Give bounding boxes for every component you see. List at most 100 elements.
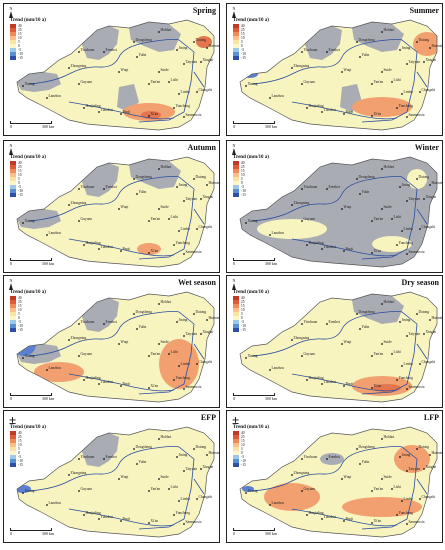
city-label: Huimin	[209, 44, 220, 48]
city-label: Yan'an	[374, 487, 384, 491]
city-label: Linfen	[181, 227, 191, 231]
city-label: Erenhot	[106, 320, 117, 324]
city-label: Jining	[402, 46, 411, 50]
legend-entry: 25	[10, 28, 46, 32]
city-marker	[98, 111, 100, 113]
city-marker	[136, 463, 138, 465]
city-marker	[423, 333, 425, 335]
north-symbol-icon: ±	[232, 412, 240, 427]
legend-value: 15	[18, 304, 22, 308]
legend-entry: -5	[233, 48, 269, 52]
legend-entry: 0	[233, 44, 269, 48]
legend-swatch	[10, 169, 16, 173]
city-marker	[301, 83, 303, 85]
legend-entry: 10	[233, 36, 269, 40]
legend-entry: 0	[233, 181, 269, 185]
north-label: N	[9, 143, 13, 148]
legend: Trend (mm/10 a) 40 25 15 10 5 0 -5 -10 -15	[10, 18, 46, 60]
city-marker	[158, 71, 160, 73]
city-label: Wuqi	[121, 205, 129, 209]
city-marker	[196, 228, 198, 230]
legend-value: 40	[18, 24, 22, 28]
legend-swatch	[10, 32, 16, 36]
legend-swatch	[10, 40, 16, 44]
legend-value: -5	[241, 320, 244, 324]
legend-swatch	[10, 56, 16, 60]
legend-swatch	[10, 455, 16, 459]
legend-swatch	[10, 52, 16, 56]
trend-region	[413, 32, 437, 56]
city-label: Guyuan	[304, 487, 316, 491]
city-label: Changzhi	[422, 225, 436, 229]
legend-value: 40	[18, 296, 22, 300]
legend-value: 25	[18, 435, 22, 439]
city-label: Zhongning	[294, 201, 310, 205]
city-marker	[178, 93, 180, 95]
legend-entry: 40	[233, 431, 269, 435]
city-label: Xi'an	[374, 112, 382, 116]
legend-value: 10	[18, 173, 22, 177]
city-marker	[118, 478, 120, 480]
legend: Trend (mm/10 a) 40 25 15 10 5 0 -5 -10 -15	[10, 290, 46, 332]
city-label: Yulin	[139, 190, 147, 194]
legend-swatch	[10, 443, 16, 447]
city-marker	[406, 253, 408, 255]
city-label: Yuncheng	[176, 104, 191, 108]
city-label: Lishi	[394, 78, 401, 82]
legend-value: -15	[18, 328, 23, 332]
scale-zero: 0	[233, 124, 235, 129]
legend-value: -15	[18, 56, 23, 60]
city-label: Lanzhou	[272, 94, 285, 98]
city-marker	[183, 200, 185, 202]
legend-value: 0	[18, 316, 20, 320]
city-marker	[371, 522, 373, 524]
city-marker	[176, 49, 178, 51]
city-marker	[78, 188, 80, 190]
city-label: Xingtai	[203, 58, 214, 62]
city-label: Xingtai	[203, 330, 214, 334]
legend-swatch	[233, 451, 239, 455]
region-nochange	[17, 209, 61, 229]
river	[28, 38, 195, 123]
city-label: Linfen	[181, 90, 191, 94]
legend-entry: 40	[10, 24, 46, 28]
region-nochange	[304, 163, 342, 197]
city-marker	[83, 244, 85, 246]
city-marker	[136, 56, 138, 58]
scale-zero: 0	[10, 124, 12, 129]
city-marker	[341, 478, 343, 480]
legend-value: 10	[241, 308, 245, 312]
legend-swatch	[233, 455, 239, 459]
legend-swatch	[10, 185, 16, 189]
legend-swatch	[10, 296, 16, 300]
region-nochange	[340, 221, 362, 249]
legend-swatch	[10, 308, 16, 312]
trend-region	[159, 339, 199, 389]
city-label: Xi'an	[151, 384, 159, 388]
city-label: Taiyuan	[409, 197, 421, 201]
legend-value: -5	[18, 48, 21, 52]
city-label: Huajialing	[86, 241, 101, 245]
city-label: Yulin	[362, 53, 370, 57]
city-marker	[381, 478, 383, 480]
city-label: Hohhot	[161, 435, 172, 439]
legend-entry: 0	[10, 44, 46, 48]
city-label: Lanzhou	[49, 366, 62, 370]
city-marker	[168, 81, 170, 83]
scale-zero: 0	[233, 396, 235, 401]
north-arrow-icon: N	[232, 7, 236, 18]
city-label: Dongsheng	[359, 310, 376, 314]
trend-region	[372, 236, 412, 252]
city-label: Baoji	[346, 247, 354, 251]
city-marker	[245, 492, 247, 494]
city-marker	[416, 313, 418, 315]
plateau-boundary	[16, 156, 215, 268]
city-marker	[371, 490, 373, 492]
city-label: Zhongning	[71, 471, 87, 475]
city-marker	[343, 520, 345, 522]
legend-value: -10	[241, 52, 246, 56]
river	[193, 71, 205, 88]
legend-entry: -15	[233, 328, 269, 332]
city-marker	[359, 193, 361, 195]
city-marker	[22, 357, 24, 359]
